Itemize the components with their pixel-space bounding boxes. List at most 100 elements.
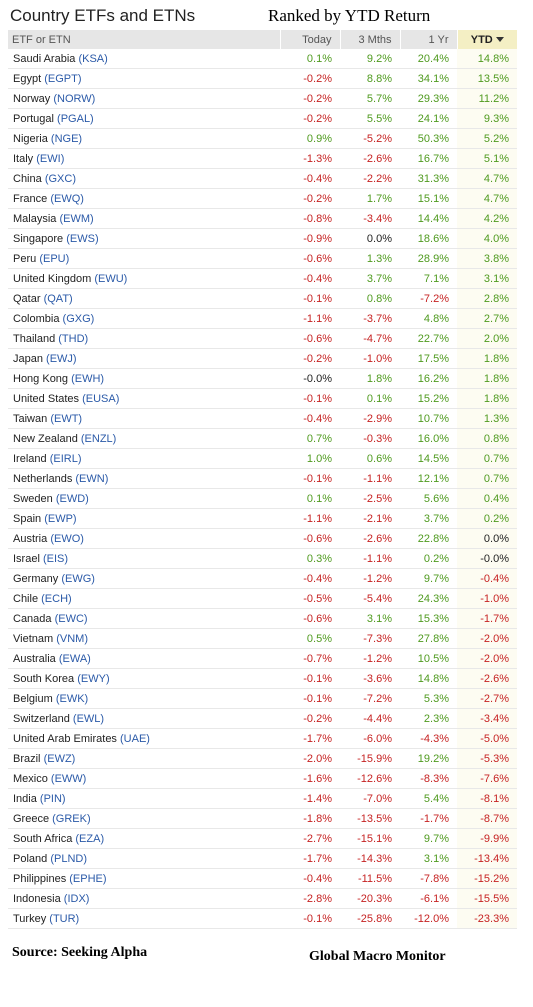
1yr-value: 5.3% [400,688,457,709]
ticker-link[interactable]: (EWY) [77,672,110,685]
ticker-link[interactable]: (ENZL) [80,432,117,445]
table-row[interactable]: China (GXC) -0.4% -2.2% 31.3% 4.7% [8,168,517,189]
table-row[interactable]: Portugal (PGAL) -0.2% 5.5% 24.1% 9.3% [8,108,517,129]
table-row[interactable]: Singapore (EWS) -0.9% 0.0% 18.6% 4.0% [8,228,517,249]
table-row[interactable]: Egypt (EGPT) -0.2% 8.8% 34.1% 13.5% [8,68,517,89]
ticker-link[interactable]: (VNM) [56,632,88,645]
ticker-link[interactable]: (EIS) [42,552,69,565]
ticker-link[interactable]: (EWG) [61,572,95,585]
table-row[interactable]: Colombia (GXG) -1.1% -3.7% 4.8% 2.7% [8,308,517,329]
table-row[interactable]: Greece (GREK) -1.8% -13.5% -1.7% -8.7% [8,808,517,829]
ticker-link[interactable]: (EWS) [66,232,99,245]
table-row[interactable]: Mexico (EWW) -1.6% -12.6% -8.3% -7.6% [8,768,517,789]
table-row[interactable]: United Kingdom (EWU) -0.4% 3.7% 7.1% 3.1% [8,268,517,289]
3mths-value: -2.1% [340,508,400,529]
table-row[interactable]: Ireland (EIRL) 1.0% 0.6% 14.5% 0.7% [8,448,517,469]
column-header-name[interactable]: ETF or ETN [8,30,280,49]
ticker-link[interactable]: (EWA) [58,652,91,665]
ticker-link[interactable]: (PLND) [50,852,87,865]
table-row[interactable]: Israel (EIS) 0.3% -1.1% 0.2% -0.0% [8,548,517,569]
table-row[interactable]: South Africa (EZA) -2.7% -15.1% 9.7% -9.9% [8,828,517,849]
table-row[interactable]: Japan (EWJ) -0.2% -1.0% 17.5% 1.8% [8,348,517,369]
ticker-link[interactable]: (ECH) [41,592,72,605]
ticker-link[interactable]: (TUR) [49,912,80,925]
ticker-link[interactable]: (EWU) [94,272,128,285]
table-row[interactable]: Belgium (EWK) -0.1% -7.2% 5.3% -2.7% [8,688,517,709]
ticker-link[interactable]: (PGAL) [57,112,94,125]
table-row[interactable]: Saudi Arabia (KSA) 0.1% 9.2% 20.4% 14.8% [8,49,517,69]
ticker-link[interactable]: (EPHE) [69,872,107,885]
table-row[interactable]: Indonesia (IDX) -2.8% -20.3% -6.1% -15.5% [8,888,517,909]
table-row[interactable]: Austria (EWO) -0.6% -2.6% 22.8% 0.0% [8,528,517,549]
ticker-link[interactable]: (NGE) [50,132,83,145]
table-row[interactable]: Philippines (EPHE) -0.4% -11.5% -7.8% -15.2% [8,868,517,889]
ticker-link[interactable]: (EWC) [54,612,88,625]
ticker-link[interactable]: (EWP) [44,512,77,525]
table-row[interactable]: Turkey (TUR) -0.1% -25.8% -12.0% -23.3% [8,908,517,929]
table-row[interactable]: Netherlands (EWN) -0.1% -1.1% 12.1% 0.7% [8,468,517,489]
3mths-value: 1.3% [340,248,400,269]
ticker-link[interactable]: (EIRL) [49,452,82,465]
table-row[interactable]: France (EWQ) -0.2% 1.7% 15.1% 4.7% [8,188,517,209]
table-row[interactable]: Germany (EWG) -0.4% -1.2% 9.7% -0.4% [8,568,517,589]
ticker-link[interactable]: (GXG) [62,312,95,325]
table-row[interactable]: Poland (PLND) -1.7% -14.3% 3.1% -13.4% [8,848,517,869]
today-value: -0.1% [280,688,340,709]
ticker-link[interactable]: (EWW) [50,772,87,785]
ticker-link[interactable]: (GREK) [52,812,91,825]
table-row[interactable]: Malaysia (EWM) -0.8% -3.4% 14.4% 4.2% [8,208,517,229]
ticker-link[interactable]: (NORW) [53,92,96,105]
table-row[interactable]: Canada (EWC) -0.6% 3.1% 15.3% -1.7% [8,608,517,629]
ticker-link[interactable]: (KSA) [78,52,108,65]
ticker-link[interactable]: (UAE) [120,732,150,745]
table-row[interactable]: India (PIN) -1.4% -7.0% 5.4% -8.1% [8,788,517,809]
table-row[interactable]: Hong Kong (EWH) -0.0% 1.8% 16.2% 1.8% [8,368,517,389]
ticker-link[interactable]: (EWQ) [50,192,84,205]
ticker-link[interactable]: (EWH) [71,372,105,385]
table-row[interactable]: Nigeria (NGE) 0.9% -5.2% 50.3% 5.2% [8,128,517,149]
ticker-link[interactable]: (IDX) [63,892,90,905]
table-row[interactable]: Sweden (EWD) 0.1% -2.5% 5.6% 0.4% [8,488,517,509]
table-row[interactable]: South Korea (EWY) -0.1% -3.6% 14.8% -2.6% [8,668,517,689]
fund-cell: Nigeria (NGE) [8,128,280,149]
table-row[interactable]: Switzerland (EWL) -0.2% -4.4% 2.3% -3.4% [8,708,517,729]
table-row[interactable]: United States (EUSA) -0.1% 0.1% 15.2% 1.8% [8,388,517,409]
ticker-link[interactable]: (EWI) [36,152,65,165]
table-row[interactable]: Spain (EWP) -1.1% -2.1% 3.7% 0.2% [8,508,517,529]
table-row[interactable]: Australia (EWA) -0.7% -1.2% 10.5% -2.0% [8,648,517,669]
today-value: -2.7% [280,828,340,849]
ticker-link[interactable]: (QAT) [43,292,73,305]
column-header-1yr[interactable]: 1 Yr [399,30,457,49]
column-header-ytd[interactable]: YTD [456,30,517,49]
table-row[interactable]: Peru (EPU) -0.6% 1.3% 28.9% 3.8% [8,248,517,269]
ticker-link[interactable]: (EPU) [39,252,70,265]
table-row[interactable]: Norway (NORW) -0.2% 5.7% 29.3% 11.2% [8,88,517,109]
fund-cell: Malaysia (EWM) [8,208,280,229]
ticker-link[interactable]: (PIN) [39,792,66,805]
table-row[interactable]: Taiwan (EWT) -0.4% -2.9% 10.7% 1.3% [8,408,517,429]
ticker-link[interactable]: (EWT) [50,412,83,425]
table-row[interactable]: Qatar (QAT) -0.1% 0.8% -7.2% 2.8% [8,288,517,309]
ticker-link[interactable]: (EWN) [75,472,109,485]
ticker-link[interactable]: (EGPT) [44,72,82,85]
column-header-today[interactable]: Today [279,30,340,49]
ticker-link[interactable]: (GXC) [44,172,76,185]
ticker-link[interactable]: (EWZ) [43,752,76,765]
table-row[interactable]: Italy (EWI) -1.3% -2.6% 16.7% 5.1% [8,148,517,169]
table-row[interactable]: United Arab Emirates (UAE) -1.7% -6.0% -4.3… [8,728,517,749]
table-row[interactable]: Vietnam (VNM) 0.5% -7.3% 27.8% -2.0% [8,628,517,649]
ticker-link[interactable]: (EWO) [50,532,84,545]
ticker-link[interactable]: (EZA) [75,832,105,845]
column-header-3mths[interactable]: 3 Mths [339,30,400,49]
ticker-link[interactable]: (EWL) [72,712,105,725]
ticker-link[interactable]: (EUSA) [82,392,120,405]
ticker-link[interactable]: (EWD) [55,492,89,505]
ticker-link[interactable]: (EWK) [55,692,89,705]
table-row[interactable]: New Zealand (ENZL) 0.7% -0.3% 16.0% 0.8% [8,428,517,449]
ticker-link[interactable]: (THD) [58,332,89,345]
table-row[interactable]: Thailand (THD) -0.6% -4.7% 22.7% 2.0% [8,328,517,349]
ticker-link[interactable]: (EWM) [59,212,94,225]
ticker-link[interactable]: (EWJ) [46,352,77,365]
table-row[interactable]: Brazil (EWZ) -2.0% -15.9% 19.2% -5.3% [8,748,517,769]
table-row[interactable]: Chile (ECH) -0.5% -5.4% 24.3% -1.0% [8,588,517,609]
